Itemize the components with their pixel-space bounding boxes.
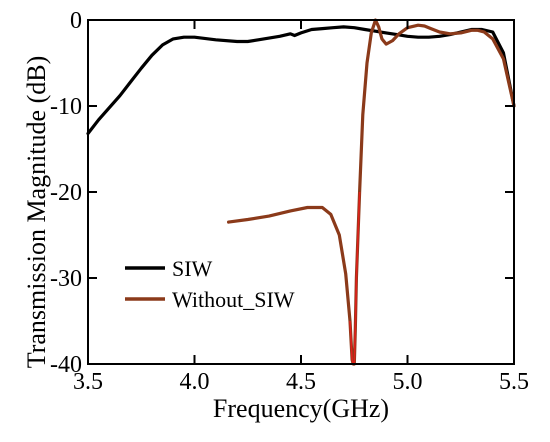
legend: SIW Without_SIW <box>125 256 295 312</box>
x-axis-label: Frequency(GHz) <box>213 394 389 423</box>
x-tick-label: 4.5 <box>286 369 316 395</box>
plot-background <box>88 20 514 364</box>
series-line-without-siw <box>227 18 516 366</box>
y-tick-label: -20 <box>50 180 82 206</box>
y-tick-label: -30 <box>50 266 82 292</box>
y-tick-label: 0 <box>70 8 82 34</box>
legend-label: SIW <box>172 256 213 281</box>
x-tick-label: 3.5 <box>73 369 103 395</box>
legend-label: Without_SIW <box>172 287 295 312</box>
x-tick-label: 5.0 <box>393 369 423 395</box>
y-tick-label: -10 <box>50 94 82 120</box>
y-axis-label: Transmission Magnitude (dB) <box>22 56 51 369</box>
x-tick-label: 5.5 <box>499 369 529 395</box>
plot-area <box>88 20 514 364</box>
y-tick-label: -40 <box>50 352 82 378</box>
x-tick-label: 4.0 <box>180 369 210 395</box>
ticks-layer: 3.5 4.0 4.5 5.0 5.5 0 -10 -20 -30 -40 <box>50 8 529 395</box>
series-line-siw <box>86 25 516 136</box>
